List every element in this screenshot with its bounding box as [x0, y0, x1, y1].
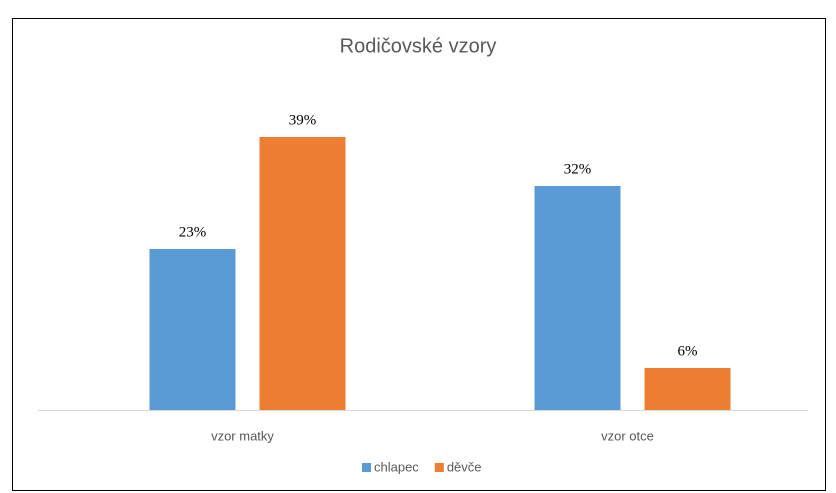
chart-border: [12, 18, 826, 491]
x-tick-label: vzor matky: [211, 428, 274, 443]
legend-swatch: [362, 463, 371, 472]
legend-swatch: [434, 463, 444, 472]
data-label: 6%: [678, 343, 698, 359]
bar: [644, 368, 731, 410]
data-label: 23%: [179, 224, 207, 240]
bar: [259, 137, 346, 410]
bar: [534, 186, 621, 410]
chart-title: Rodičovské vzory: [340, 35, 497, 57]
data-label: 32%: [564, 161, 592, 177]
legend-label: děvče: [447, 459, 482, 474]
x-tick-label: vzor otce: [601, 428, 654, 443]
bar: [149, 249, 236, 410]
data-label: 39%: [289, 112, 317, 128]
legend-label: chlapec: [374, 459, 419, 474]
